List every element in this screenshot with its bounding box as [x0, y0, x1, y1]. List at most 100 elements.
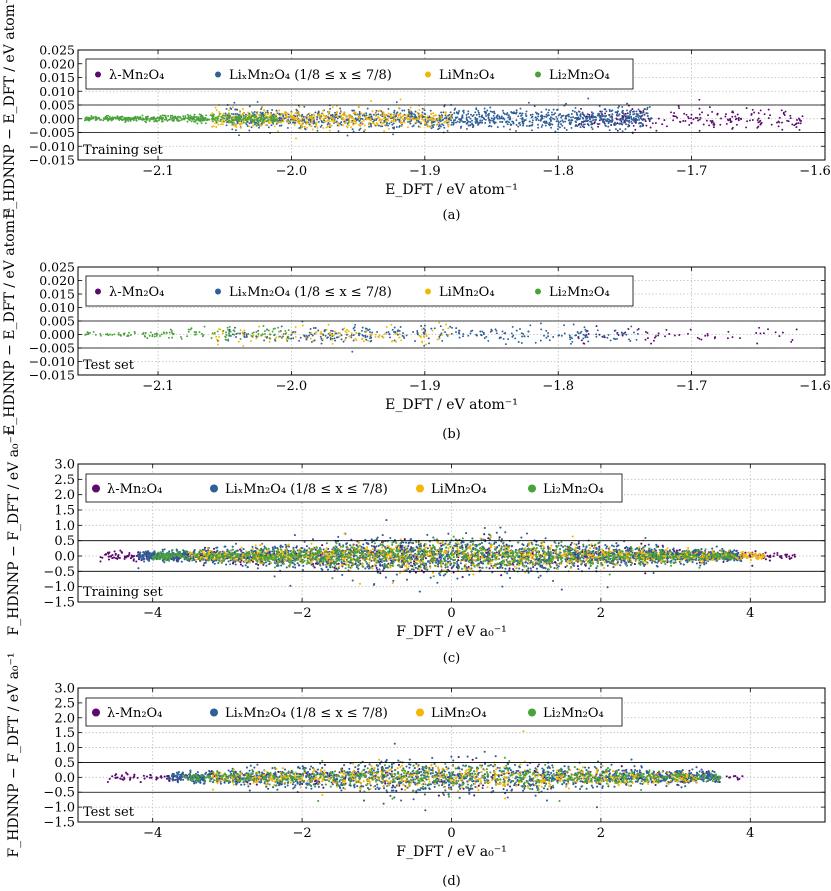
point: [579, 117, 581, 120]
point: [342, 116, 345, 119]
point: [431, 329, 434, 332]
point: [790, 340, 793, 343]
point: [430, 113, 433, 115]
point: [475, 333, 478, 336]
point: [368, 121, 371, 124]
point: [482, 333, 485, 336]
x-tick-label: −1.8: [542, 164, 574, 179]
point: [350, 538, 353, 541]
point: [432, 126, 435, 129]
point: [282, 115, 285, 118]
point: [154, 332, 156, 335]
point: [604, 124, 607, 127]
point: [432, 112, 435, 115]
point: [90, 115, 93, 117]
point: [114, 557, 118, 560]
point: [371, 110, 374, 113]
point: [584, 328, 587, 331]
point: [519, 328, 521, 330]
point: [329, 337, 332, 340]
point: [487, 339, 490, 342]
point: [248, 122, 251, 125]
point: [572, 116, 575, 119]
point: [485, 335, 488, 338]
point: [510, 123, 513, 126]
point: [789, 117, 792, 120]
point: [358, 332, 361, 335]
point: [285, 113, 288, 116]
point: [621, 109, 624, 112]
point: [252, 112, 254, 115]
point: [148, 334, 151, 337]
point: [621, 111, 624, 114]
point: [235, 336, 237, 338]
point: [262, 325, 265, 327]
point: [146, 115, 149, 118]
point: [257, 332, 260, 335]
point: [216, 338, 218, 341]
point: [423, 109, 426, 112]
point: [339, 332, 342, 335]
point: [248, 115, 251, 118]
point: [635, 338, 638, 341]
point: [229, 334, 232, 337]
point: [220, 116, 223, 118]
point: [449, 325, 452, 328]
point: [337, 123, 340, 126]
point: [160, 333, 163, 336]
point: [383, 333, 386, 335]
point: [603, 108, 606, 111]
point: [419, 113, 422, 116]
point: [111, 557, 114, 560]
point: [107, 334, 110, 337]
point: [484, 122, 487, 124]
point: [163, 114, 166, 117]
point: [522, 124, 524, 127]
point: [537, 113, 540, 115]
point: [85, 118, 88, 121]
point: [423, 564, 426, 568]
point: [409, 122, 412, 125]
point: [522, 332, 525, 335]
point: [583, 555, 586, 558]
point: [423, 120, 426, 122]
point: [184, 117, 187, 119]
point: [740, 118, 743, 121]
point: [551, 117, 554, 120]
point: [540, 125, 543, 128]
point: [217, 561, 220, 565]
point: [378, 334, 381, 337]
point: [191, 117, 194, 120]
point: [530, 116, 533, 119]
point: [351, 128, 354, 131]
point: [247, 333, 250, 335]
point: [703, 563, 706, 566]
point: [362, 340, 365, 343]
y-tick-label: 0.000: [39, 111, 75, 126]
point: [485, 115, 488, 117]
point: [450, 117, 453, 119]
point: [399, 544, 402, 547]
point: [387, 124, 389, 127]
point: [604, 544, 607, 547]
point: [275, 109, 278, 112]
point: [625, 123, 628, 126]
point: [402, 114, 405, 117]
point: [303, 105, 306, 108]
scatter-points: [99, 489, 796, 593]
point: [112, 556, 116, 559]
point: [245, 122, 248, 125]
point: [117, 331, 120, 334]
point: [290, 331, 293, 334]
point: [531, 552, 534, 555]
point: [543, 115, 546, 118]
point: [467, 565, 470, 568]
point: [211, 115, 214, 118]
point: [202, 334, 205, 337]
point: [525, 565, 528, 568]
point: [309, 337, 312, 340]
point: [277, 130, 280, 133]
point: [248, 105, 251, 108]
point: [327, 121, 330, 124]
point: [712, 126, 715, 129]
